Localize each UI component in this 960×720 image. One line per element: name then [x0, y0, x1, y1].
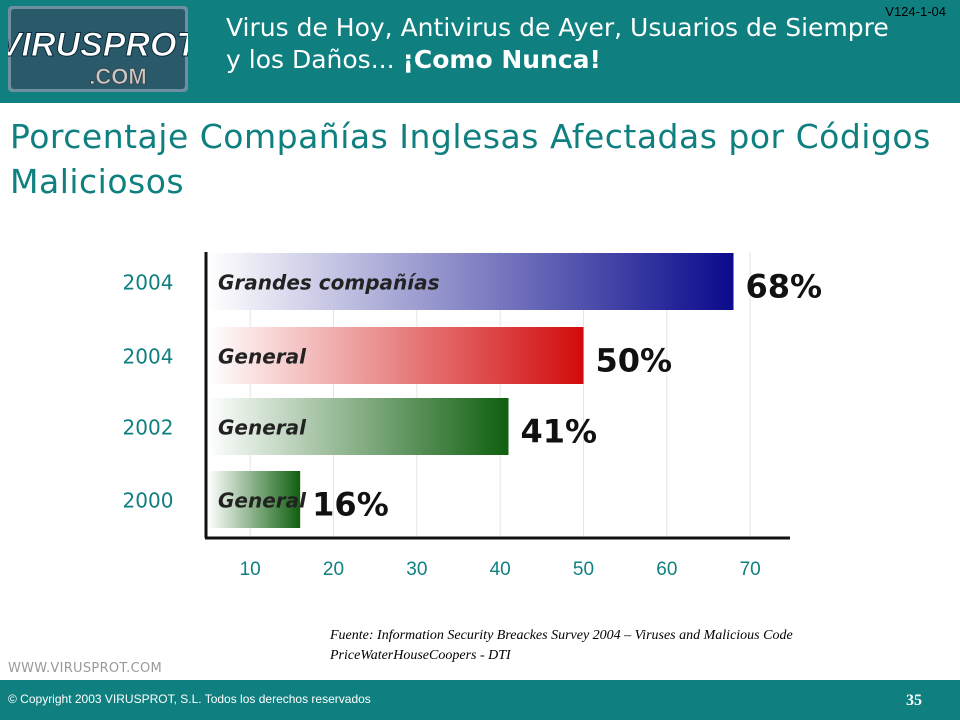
- chart-labels: 10 20 30 40 50 60 70 2004 Grandes compañías 68% 20…: [123, 268, 823, 581]
- bar: [208, 253, 734, 310]
- virusprot-logo: VIRUSPROT .COM: [8, 6, 188, 92]
- source-line2: PriceWaterHouseCoopers - DTI: [330, 648, 511, 663]
- value-label: 41%: [521, 413, 598, 451]
- tagline-line1: Virus de Hoy, Antivirus de Ayer, Usuario…: [226, 13, 889, 42]
- x-tick-label: 10: [240, 559, 261, 580]
- slide-title: Porcentaje Compañías Inglesas Afectadas …: [10, 117, 931, 201]
- chart-bars: [208, 253, 734, 528]
- value-label: 68%: [746, 268, 823, 306]
- bar-label: General: [218, 345, 307, 369]
- x-tick-label: 60: [656, 559, 677, 580]
- category-label: 2004: [123, 345, 174, 369]
- x-tick-label: 30: [406, 559, 427, 580]
- x-tick-label: 70: [740, 559, 761, 580]
- bar-label: Grandes compañías: [218, 271, 440, 295]
- copyright-text: © Copyright 2003 VIRUSPROT, S.L. Todos l…: [8, 692, 371, 706]
- category-label: 2000: [123, 489, 174, 513]
- tagline-line2-bold: ¡Como Nunca!: [402, 45, 601, 74]
- svg-text:.COM: .COM: [89, 64, 146, 89]
- page-number: 35: [906, 692, 922, 709]
- source-note: Fuente: Information Security Breackes Su…: [330, 626, 960, 666]
- chart-axes: [204, 252, 790, 540]
- category-label: 2004: [123, 271, 174, 295]
- footer-bar: © Copyright 2003 VIRUSPROT, S.L. Todos l…: [0, 680, 960, 720]
- tagline-line2-plain: y los Daños...: [226, 45, 395, 74]
- tagline-line2: y los Daños... ¡Como Nunca!: [226, 44, 954, 76]
- x-tick-label: 50: [573, 559, 594, 580]
- x-tick-label: 40: [490, 559, 511, 580]
- source-line1: Fuente: Information Security Breackes Su…: [330, 628, 793, 643]
- header-bar: VIRUSPROT .COM Virus de Hoy, Antivirus d…: [0, 0, 960, 103]
- bar: [208, 327, 584, 384]
- bar: [208, 398, 509, 455]
- category-label: 2002: [123, 416, 174, 440]
- value-label: 16%: [312, 486, 389, 524]
- svg-text:VIRUSPROT: VIRUSPROT: [8, 26, 188, 64]
- website-link[interactable]: WWW.VIRUSPROT.COM: [8, 661, 162, 676]
- bar-label: General: [218, 416, 307, 440]
- value-label: 50%: [596, 342, 673, 380]
- x-tick-label: 20: [323, 559, 344, 580]
- bar: [208, 471, 301, 528]
- version-code: V124-1-04: [885, 4, 946, 19]
- bar-label: General: [218, 489, 307, 513]
- header-tagline: Virus de Hoy, Antivirus de Ayer, Usuario…: [226, 12, 954, 76]
